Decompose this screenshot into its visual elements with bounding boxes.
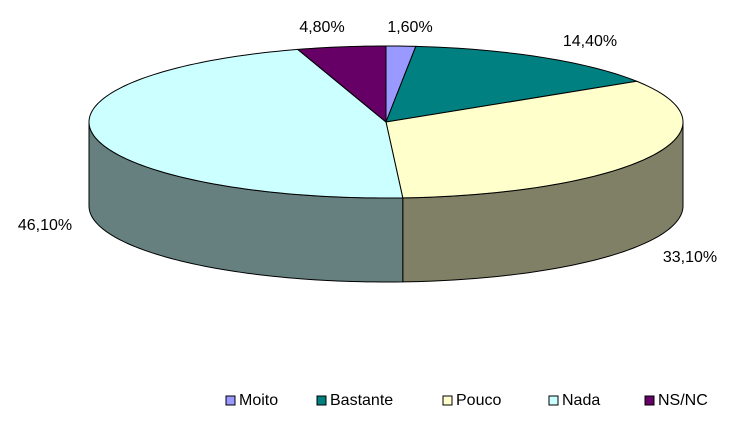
legend-label: Nada xyxy=(562,392,600,409)
legend-swatch xyxy=(548,395,559,406)
pie-slice xyxy=(88,48,404,199)
legend-label: NS/NC xyxy=(658,392,708,409)
data-label: 4,80% xyxy=(299,19,344,36)
pie-slice xyxy=(385,80,684,199)
data-label: 33,10% xyxy=(663,249,717,266)
pie-slice xyxy=(385,45,639,123)
legend-swatch xyxy=(644,395,655,406)
legend-swatch xyxy=(316,395,327,406)
pie-slice xyxy=(296,45,387,124)
legend-label: Pouco xyxy=(456,392,501,409)
data-label: 46,10% xyxy=(18,217,72,234)
data-label: 14,40% xyxy=(563,33,617,50)
legend-label: Moito xyxy=(239,392,278,409)
legend-swatch xyxy=(225,395,236,406)
legend-label: Bastante xyxy=(330,392,393,409)
legend-swatch xyxy=(442,395,453,406)
data-label: 1,60% xyxy=(387,19,432,36)
